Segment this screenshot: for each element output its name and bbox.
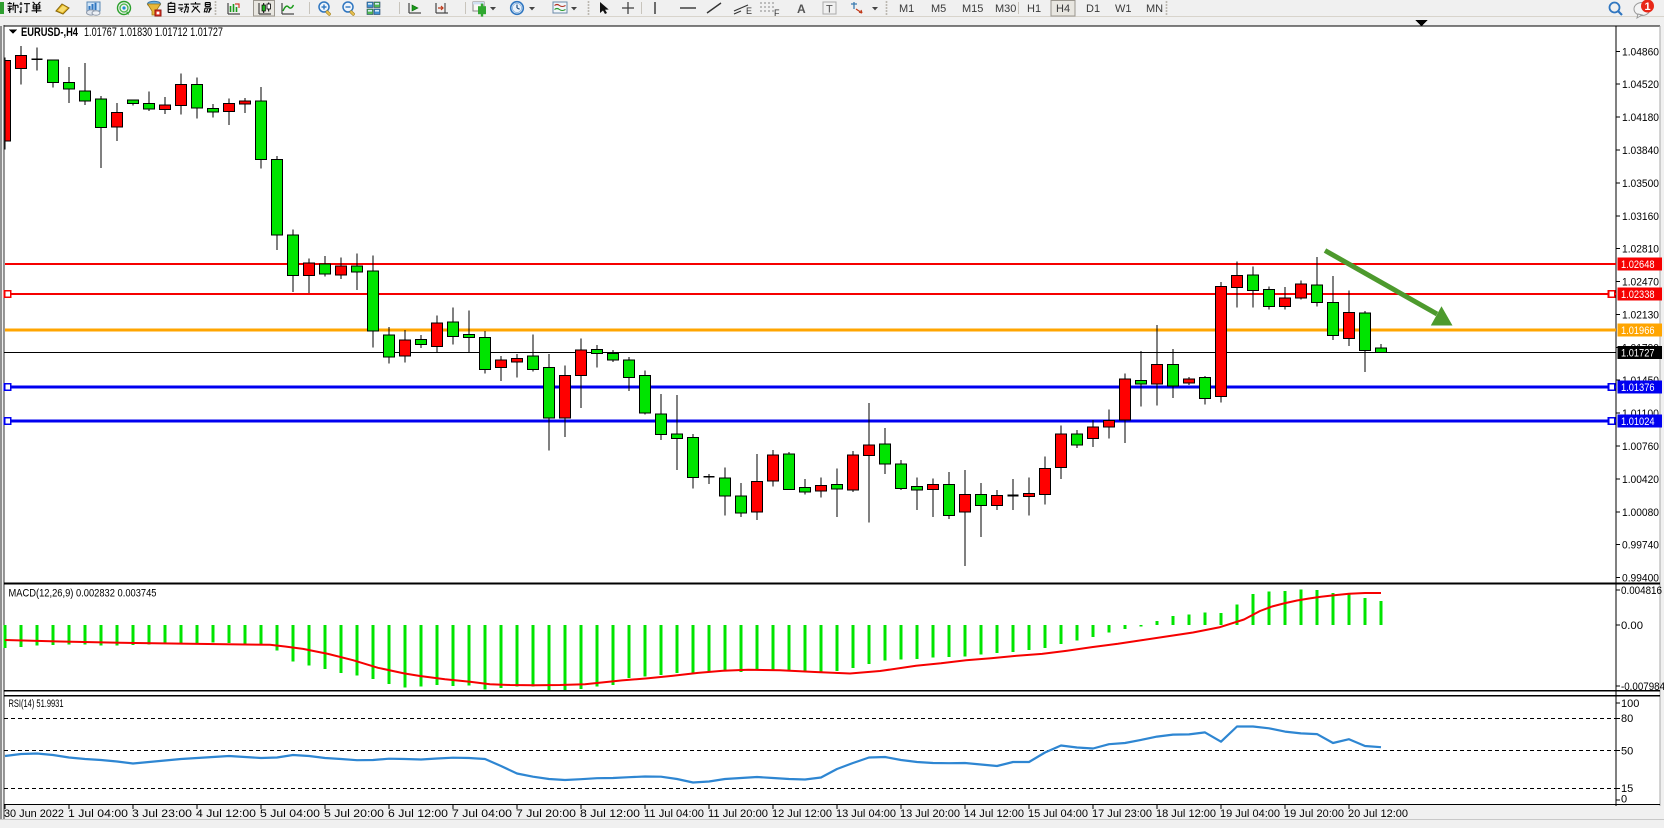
svg-text:8 Jul 12:00: 8 Jul 12:00	[580, 808, 640, 820]
svg-text:EURUSD-,H4: EURUSD-,H4	[21, 27, 78, 39]
svg-text:19 Jul 04:00: 19 Jul 04:00	[1220, 808, 1280, 820]
svg-text:MN: MN	[1146, 3, 1163, 15]
svg-text:5 Jul 20:00: 5 Jul 20:00	[324, 808, 384, 820]
svg-text:D1: D1	[1086, 3, 1100, 15]
svg-text:0: 0	[1621, 793, 1627, 805]
svg-text:1.02338: 1.02338	[1621, 289, 1655, 301]
svg-text:1.04180: 1.04180	[1622, 112, 1659, 124]
svg-text:A: A	[797, 2, 806, 16]
svg-text:M15: M15	[962, 3, 983, 15]
svg-text:H1: H1	[1027, 3, 1041, 15]
svg-text:M30: M30	[995, 3, 1016, 15]
svg-text:1.04520: 1.04520	[1622, 79, 1659, 91]
svg-text:15 Jul 04:00: 15 Jul 04:00	[1028, 808, 1088, 820]
svg-text:1.01966: 1.01966	[1621, 325, 1655, 337]
svg-text:F: F	[774, 8, 780, 18]
svg-text:M1: M1	[899, 3, 914, 15]
svg-text:1.01727: 1.01727	[1621, 348, 1655, 360]
svg-text:13 Jul 04:00: 13 Jul 04:00	[836, 808, 896, 820]
svg-text:1.01767 1.01830 1.01712 1.0172: 1.01767 1.01830 1.01712 1.01727	[84, 27, 223, 39]
svg-text:RSI(14) 51.9931: RSI(14) 51.9931	[9, 698, 64, 710]
svg-text:19 Jul 20:00: 19 Jul 20:00	[1284, 808, 1344, 820]
svg-text:14 Jul 12:00: 14 Jul 12:00	[964, 808, 1024, 820]
svg-text:T: T	[826, 4, 833, 16]
svg-text:-0.007984: -0.007984	[1621, 681, 1664, 693]
svg-text:80: 80	[1621, 713, 1633, 725]
svg-text:1.02470: 1.02470	[1622, 277, 1659, 289]
svg-text:1.02648: 1.02648	[1621, 259, 1655, 271]
svg-text:1.03160: 1.03160	[1622, 211, 1659, 223]
svg-text:18 Jul 12:00: 18 Jul 12:00	[1156, 808, 1216, 820]
svg-text:1.00760: 1.00760	[1622, 441, 1659, 453]
svg-text:11 Jul 20:00: 11 Jul 20:00	[708, 808, 768, 820]
svg-text:15: 15	[1621, 783, 1633, 795]
svg-text:1.00420: 1.00420	[1622, 474, 1659, 486]
svg-text:M5: M5	[931, 3, 946, 15]
svg-text:11 Jul 04:00: 11 Jul 04:00	[644, 808, 704, 820]
svg-text:20 Jul 12:00: 20 Jul 12:00	[1348, 808, 1408, 820]
svg-text:100: 100	[1621, 698, 1639, 710]
svg-text:1.02130: 1.02130	[1622, 309, 1659, 321]
svg-text:50: 50	[1621, 746, 1633, 758]
svg-text:1.03500: 1.03500	[1622, 178, 1659, 190]
svg-text:30 Jun 2022: 30 Jun 2022	[4, 808, 64, 820]
svg-text:0.00: 0.00	[1621, 620, 1643, 632]
svg-text:5 Jul 04:00: 5 Jul 04:00	[260, 808, 320, 820]
svg-text:1.02810: 1.02810	[1622, 244, 1659, 256]
svg-text:4 Jul 12:00: 4 Jul 12:00	[196, 808, 256, 820]
svg-text:0.99400: 0.99400	[1622, 573, 1659, 585]
svg-text:H4: H4	[1056, 3, 1070, 15]
svg-text:6 Jul 12:00: 6 Jul 12:00	[388, 808, 448, 820]
svg-text:13 Jul 20:00: 13 Jul 20:00	[900, 808, 960, 820]
svg-text:1.00080: 1.00080	[1622, 507, 1659, 519]
svg-text:1.03840: 1.03840	[1622, 145, 1659, 157]
svg-text:1: 1	[1644, 1, 1650, 13]
svg-text:7 Jul 20:00: 7 Jul 20:00	[516, 808, 576, 820]
svg-text:MACD(12,26,9) 0.002832 0.00374: MACD(12,26,9) 0.002832 0.003745	[9, 587, 157, 599]
svg-text:17 Jul 23:00: 17 Jul 23:00	[1092, 808, 1152, 820]
svg-text:0.99740: 0.99740	[1622, 540, 1659, 552]
svg-text:E: E	[746, 6, 752, 16]
svg-text:1 Jul 04:00: 1 Jul 04:00	[68, 808, 128, 820]
svg-text:1.01376: 1.01376	[1621, 382, 1655, 394]
svg-text:0.004816: 0.004816	[1621, 585, 1662, 597]
svg-text:1.01024: 1.01024	[1621, 416, 1655, 428]
svg-text:1.04860: 1.04860	[1622, 46, 1659, 58]
svg-text:W1: W1	[1115, 3, 1132, 15]
svg-text:3 Jul 23:00: 3 Jul 23:00	[132, 808, 192, 820]
svg-text:7 Jul 04:00: 7 Jul 04:00	[452, 808, 512, 820]
svg-text:12 Jul 12:00: 12 Jul 12:00	[772, 808, 832, 820]
